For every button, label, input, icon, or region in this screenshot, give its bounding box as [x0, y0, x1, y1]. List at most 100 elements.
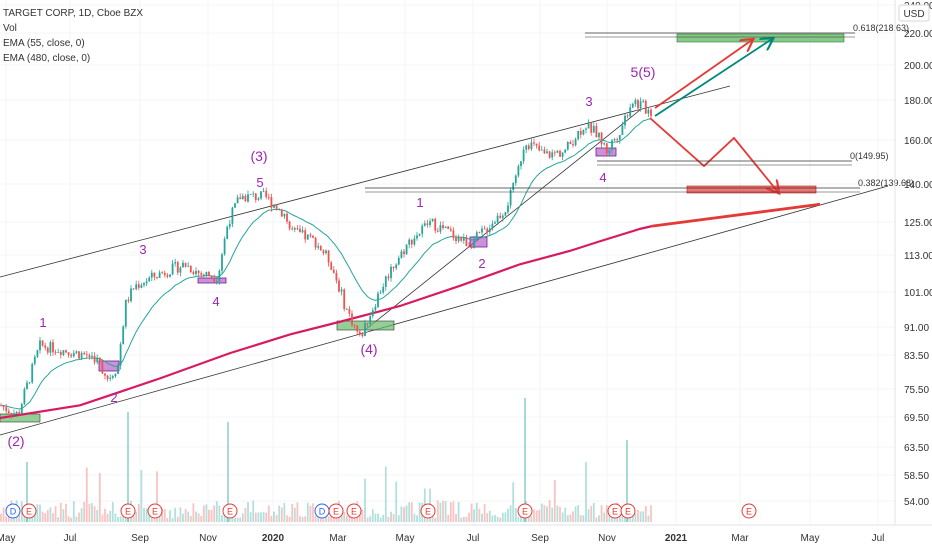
candle-body	[20, 404, 23, 414]
candle-body	[483, 228, 486, 230]
volume-bar	[442, 500, 444, 522]
grid	[0, 0, 895, 525]
candle-body	[210, 276, 213, 278]
bullish-projection-arrow	[654, 40, 752, 109]
wave-label: 1	[416, 195, 423, 210]
volume-bar	[161, 508, 164, 522]
candle-body	[390, 266, 392, 279]
volume-bar	[288, 516, 291, 522]
time-axis[interactable]: May Jul Sep Nov 2020 Mar May Jul Sep Nov 2021 Mar Ma…	[0, 533, 884, 544]
volume-bar	[494, 514, 496, 522]
candle-body	[587, 122, 590, 129]
earnings-marker	[147, 503, 163, 519]
candle-body	[400, 251, 403, 258]
legend-ema-55[interactable]: EMA (55, close, 0)	[3, 38, 85, 49]
candle-body	[197, 270, 200, 274]
volume-bar	[59, 502, 62, 522]
candle-body	[488, 228, 491, 233]
chart-title[interactable]: TARGET CORP, 1D, Cboe BZX	[3, 8, 144, 19]
volume-bar	[343, 511, 346, 522]
volume-bar	[384, 466, 387, 522]
candle-body	[260, 191, 262, 199]
price-tick-label: 91.00	[904, 323, 929, 334]
candle-body	[548, 151, 551, 158]
candle-body	[501, 215, 504, 218]
candle-body	[431, 218, 434, 222]
candle-body	[444, 226, 447, 229]
candle-body	[96, 357, 99, 363]
price-tick-label: 83.50	[904, 351, 929, 362]
candle-body	[561, 152, 564, 157]
time-tick-label: 2021	[665, 533, 688, 544]
candle-body	[470, 246, 473, 249]
volume-bar	[49, 507, 52, 522]
volume-bar	[460, 517, 463, 522]
event-marker-label: E	[26, 507, 32, 517]
volume-bar	[75, 516, 78, 522]
candle-body	[117, 365, 119, 374]
volume-bar	[247, 502, 249, 522]
volume-bar	[644, 505, 647, 522]
candle-body	[80, 352, 83, 359]
candle-body	[410, 239, 413, 245]
volume-bar	[517, 516, 520, 522]
wave-label: 4	[212, 294, 219, 309]
candle-body	[288, 221, 291, 229]
volume-bar	[72, 501, 75, 522]
volume-bar	[465, 516, 468, 522]
candle-body	[319, 246, 322, 251]
candle-body	[384, 276, 387, 287]
legend-ema-480[interactable]: EMA (480, close, 0)	[3, 53, 91, 64]
volume-bar	[2, 507, 5, 522]
volume-bar	[631, 515, 634, 522]
volume-bar	[426, 516, 429, 522]
volume-bar	[488, 510, 491, 522]
volume-bar	[408, 502, 411, 522]
volume-bar	[262, 511, 265, 522]
price-axis[interactable]: 240.00220.00200.00180.00160.00140.00125.…	[904, 1, 932, 508]
candle-body	[457, 236, 460, 242]
candle-body	[379, 292, 382, 294]
legend-volume[interactable]: Vol	[3, 23, 17, 34]
volume-bar	[236, 517, 239, 522]
volume-bar	[314, 515, 317, 522]
candle-body	[78, 351, 80, 359]
volume-bar	[257, 512, 260, 522]
volume-bar	[540, 503, 543, 522]
volume-bar	[514, 507, 517, 522]
ema-55-path	[0, 118, 652, 410]
volume-bar	[46, 510, 49, 522]
candle-body	[564, 149, 567, 153]
volume-bar	[244, 507, 247, 522]
candle-body	[452, 230, 455, 238]
candle-body	[507, 205, 509, 213]
candle-body	[31, 363, 34, 383]
volume-bar	[213, 505, 216, 522]
event-marker-label: E	[125, 507, 131, 517]
candle-body	[286, 213, 288, 222]
volume-bar	[197, 513, 200, 522]
fib-levels: 0.618(218.63) 0(149.95) 0.382(139.68)	[365, 23, 914, 193]
volume-bar	[109, 510, 112, 522]
candles	[0, 97, 652, 419]
dividend-marker	[5, 503, 21, 519]
candle-body	[626, 115, 629, 117]
event-marker-label: E	[746, 507, 752, 517]
candle-body	[83, 352, 86, 355]
wave-label: 5(5)	[631, 64, 656, 80]
candle-body	[527, 145, 530, 149]
time-tick-label: Jul	[872, 533, 885, 544]
volume-bar	[122, 515, 125, 522]
ema-55-line	[0, 118, 652, 410]
price-tick-label: 113.00	[904, 251, 932, 262]
volume-bar	[603, 512, 606, 522]
candle-body	[67, 352, 70, 355]
candle-body	[163, 272, 166, 276]
candle-body	[106, 375, 109, 380]
volume-bar	[553, 480, 556, 522]
volume-bar	[585, 462, 587, 522]
candle-body	[156, 276, 158, 278]
volume-bar	[184, 509, 187, 522]
candle-body	[520, 161, 522, 167]
